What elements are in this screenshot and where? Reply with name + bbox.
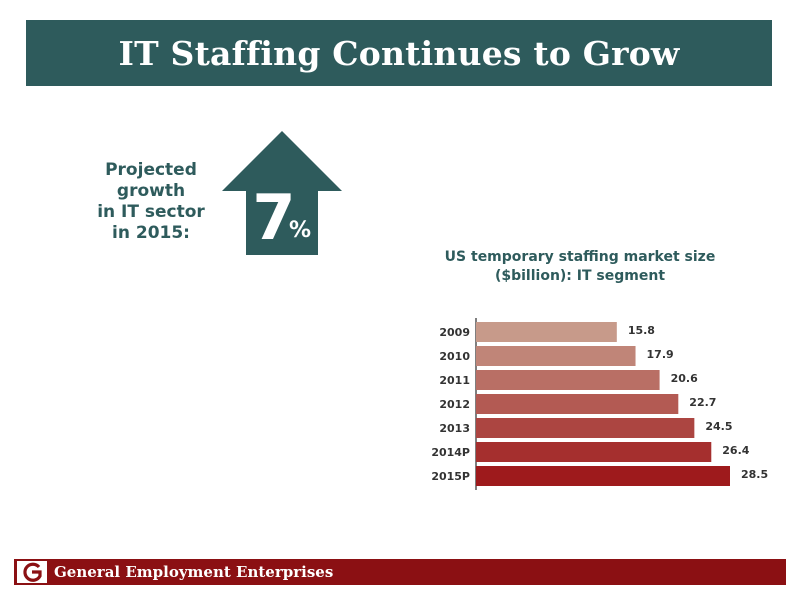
value-label: 24.5 — [705, 420, 732, 433]
category-label: 2014P — [431, 446, 470, 459]
growth-arrow-shape — [222, 131, 342, 255]
bar-2009 — [476, 322, 617, 342]
chart-title: US temporary staffing market size ($bill… — [420, 248, 740, 286]
company-name: General Employment Enterprises — [54, 563, 334, 581]
category-label: 2015P — [431, 470, 470, 483]
growth-label-line: in IT sector — [97, 202, 205, 222]
category-label: 2012 — [439, 398, 470, 411]
value-label: 22.7 — [689, 396, 716, 409]
growth-unit: % — [289, 218, 311, 243]
growth-label-line: growth — [116, 181, 186, 201]
bar-2013 — [476, 418, 695, 438]
value-label: 15.8 — [628, 324, 655, 337]
chart-title-line: US temporary staffing market size — [444, 249, 716, 265]
bar-2011 — [476, 370, 660, 390]
bar-2015P — [476, 466, 730, 486]
growth-label: Projected growth in IT sector in 2015: — [86, 160, 216, 244]
page-title: IT Staffing Continues to Grow — [118, 33, 680, 73]
bar-2012 — [476, 394, 679, 414]
category-label: 2010 — [439, 350, 470, 363]
category-label: 2009 — [439, 326, 470, 339]
value-label: 17.9 — [647, 348, 674, 361]
bar-chart: 2009 15.8 2010 17.9 2011 20.6 2012 22.7 2013 24.5… — [431, 318, 768, 490]
chart-title-line: ($billion): IT segment — [494, 268, 666, 284]
growth-arrow-icon: 7 % — [222, 131, 342, 255]
growth-label-line: in 2015: — [112, 223, 190, 243]
category-label: 2011 — [439, 374, 470, 387]
value-label: 28.5 — [741, 468, 768, 481]
value-label: 20.6 — [671, 372, 698, 385]
category-label: 2013 — [439, 422, 470, 435]
growth-label-line: Projected — [105, 160, 197, 180]
value-label: 26.4 — [722, 444, 749, 457]
growth-value: 7 — [252, 181, 295, 254]
footer-bar: General Employment Enterprises — [14, 559, 786, 585]
bar-2010 — [476, 346, 636, 366]
company-logo-icon — [17, 561, 47, 583]
bar-2014P — [476, 442, 712, 462]
title-banner: IT Staffing Continues to Grow — [26, 20, 772, 86]
